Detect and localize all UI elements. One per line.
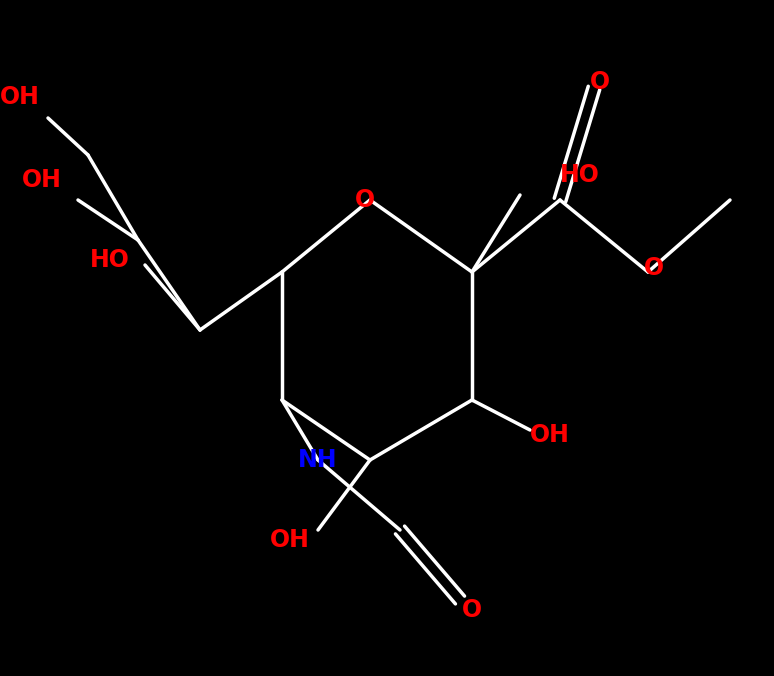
Text: OH: OH <box>0 85 40 109</box>
Text: NH: NH <box>298 448 337 472</box>
Text: HO: HO <box>560 163 600 187</box>
Text: O: O <box>644 256 664 280</box>
Text: O: O <box>355 188 375 212</box>
Text: O: O <box>590 70 610 94</box>
Text: O: O <box>462 598 482 622</box>
Text: OH: OH <box>22 168 62 192</box>
Text: HO: HO <box>90 248 130 272</box>
Text: OH: OH <box>270 528 310 552</box>
Text: OH: OH <box>530 423 570 447</box>
